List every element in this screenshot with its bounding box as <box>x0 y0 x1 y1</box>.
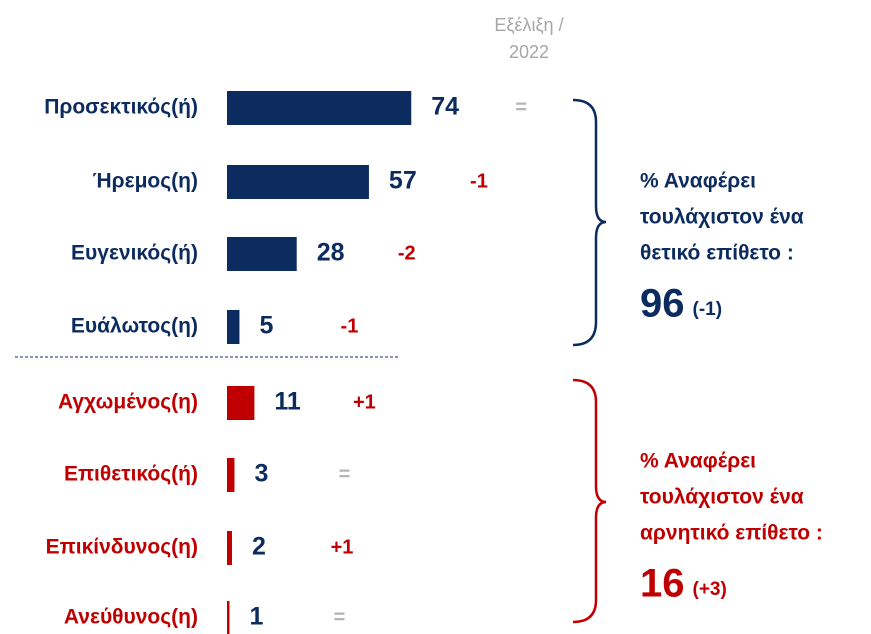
category-label: Επιθετικός(ή) <box>64 463 198 486</box>
bar <box>227 601 230 634</box>
category-label: Επικίνδυνος(η) <box>46 536 198 559</box>
bar <box>227 310 240 344</box>
group-label: % Αναφέρει <box>640 170 756 193</box>
change-label: +1 <box>331 536 354 558</box>
bracket <box>572 98 607 347</box>
change-label: -1 <box>341 315 359 337</box>
value-label: 3 <box>254 460 268 488</box>
value-label: 74 <box>431 93 459 121</box>
group-label: τουλάχιστον ένα <box>640 486 804 509</box>
category-label: Ανεύθυνος(η) <box>64 606 198 629</box>
category-label: Προσεκτικός(ή) <box>44 96 198 119</box>
value-label: 2 <box>252 533 266 561</box>
group-label: τουλάχιστον ένα <box>640 206 804 229</box>
bar <box>227 531 232 565</box>
value-label: 11 <box>274 388 301 416</box>
group-label: % Αναφέρει <box>640 450 756 473</box>
category-label: Ευγενικός(ή) <box>71 242 198 265</box>
group-total: 96 <box>640 282 685 326</box>
group-change: (-1) <box>693 299 723 320</box>
group-label: αρνητικό επίθετο : <box>640 522 823 545</box>
column-header: Εξέλιξη / <box>494 15 563 35</box>
bar <box>227 386 255 420</box>
bar <box>227 458 235 492</box>
change-label: -2 <box>398 242 416 264</box>
group-label: θετικό επίθετο : <box>640 242 794 265</box>
bracket <box>572 378 607 624</box>
value-label: 5 <box>259 312 273 340</box>
bar <box>227 165 369 199</box>
value-label: 28 <box>317 239 345 267</box>
change-label: +1 <box>353 391 376 413</box>
change-label: = <box>339 463 351 485</box>
bar <box>227 91 412 125</box>
group-change: (+3) <box>693 579 727 600</box>
column-header: 2022 <box>509 42 549 62</box>
change-label: = <box>515 96 527 118</box>
value-label: 57 <box>389 167 417 195</box>
change-label: -1 <box>470 170 488 192</box>
change-label: = <box>334 606 346 628</box>
category-label: Ήρεμος(η) <box>93 170 198 193</box>
group-total: 16 <box>640 562 685 606</box>
category-label: Ευάλωτος(η) <box>71 315 198 338</box>
category-label: Αγχωμένος(η) <box>58 391 198 414</box>
bar <box>227 237 297 271</box>
value-label: 1 <box>249 603 263 631</box>
